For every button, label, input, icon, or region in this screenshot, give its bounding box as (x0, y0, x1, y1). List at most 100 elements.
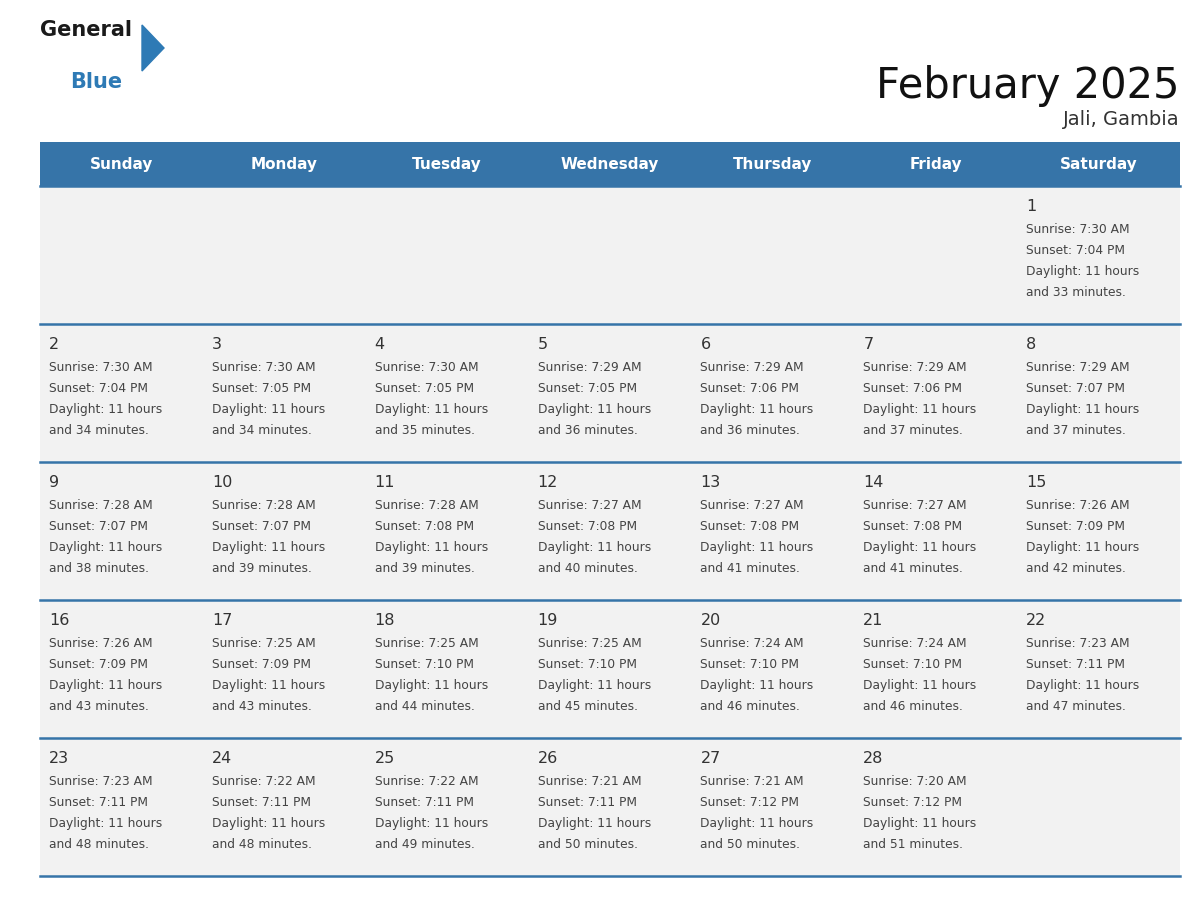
Text: and 41 minutes.: and 41 minutes. (864, 562, 963, 575)
Text: Sunset: 7:08 PM: Sunset: 7:08 PM (538, 520, 637, 533)
Text: 7: 7 (864, 337, 873, 352)
Text: Sunrise: 7:30 AM: Sunrise: 7:30 AM (49, 361, 152, 374)
Text: Sunrise: 7:30 AM: Sunrise: 7:30 AM (374, 361, 479, 374)
Text: Sunrise: 7:27 AM: Sunrise: 7:27 AM (864, 499, 967, 512)
Text: Daylight: 11 hours: Daylight: 11 hours (211, 541, 326, 554)
Text: Daylight: 11 hours: Daylight: 11 hours (211, 403, 326, 416)
Bar (40, 186, 1180, 324)
Text: Thursday: Thursday (733, 156, 813, 172)
Text: Sunrise: 7:22 AM: Sunrise: 7:22 AM (211, 775, 316, 788)
Text: Tuesday: Tuesday (412, 156, 482, 172)
Text: Daylight: 11 hours: Daylight: 11 hours (49, 541, 163, 554)
Text: Daylight: 11 hours: Daylight: 11 hours (1026, 679, 1139, 692)
Text: Sunset: 7:06 PM: Sunset: 7:06 PM (864, 382, 962, 395)
Bar (40, 324, 1180, 462)
Text: Sunset: 7:07 PM: Sunset: 7:07 PM (211, 520, 311, 533)
Text: Sunset: 7:11 PM: Sunset: 7:11 PM (1026, 658, 1125, 671)
Text: 8: 8 (1026, 337, 1036, 352)
Text: 20: 20 (701, 613, 721, 628)
Text: Sunday: Sunday (90, 156, 153, 172)
Text: Sunrise: 7:27 AM: Sunrise: 7:27 AM (538, 499, 642, 512)
Text: Daylight: 11 hours: Daylight: 11 hours (1026, 541, 1139, 554)
Text: 28: 28 (864, 751, 884, 766)
Text: and 45 minutes.: and 45 minutes. (538, 700, 638, 713)
Text: Sunrise: 7:30 AM: Sunrise: 7:30 AM (211, 361, 316, 374)
Text: Sunrise: 7:21 AM: Sunrise: 7:21 AM (701, 775, 804, 788)
Text: Daylight: 11 hours: Daylight: 11 hours (538, 403, 651, 416)
Text: Daylight: 11 hours: Daylight: 11 hours (538, 679, 651, 692)
Text: Sunrise: 7:20 AM: Sunrise: 7:20 AM (864, 775, 967, 788)
Text: and 33 minutes.: and 33 minutes. (1026, 286, 1126, 299)
Text: 21: 21 (864, 613, 884, 628)
Text: Daylight: 11 hours: Daylight: 11 hours (374, 679, 488, 692)
Text: and 46 minutes.: and 46 minutes. (864, 700, 963, 713)
Bar (40, 738, 1180, 876)
Text: Sunrise: 7:29 AM: Sunrise: 7:29 AM (701, 361, 804, 374)
Text: and 48 minutes.: and 48 minutes. (49, 838, 148, 851)
Text: Daylight: 11 hours: Daylight: 11 hours (374, 403, 488, 416)
Text: 5: 5 (538, 337, 548, 352)
Text: Sunrise: 7:24 AM: Sunrise: 7:24 AM (701, 637, 804, 650)
Text: 23: 23 (49, 751, 69, 766)
Text: Daylight: 11 hours: Daylight: 11 hours (374, 541, 488, 554)
Text: 13: 13 (701, 475, 721, 490)
Text: Sunset: 7:10 PM: Sunset: 7:10 PM (538, 658, 637, 671)
Text: Sunset: 7:11 PM: Sunset: 7:11 PM (538, 796, 637, 809)
Text: Sunset: 7:05 PM: Sunset: 7:05 PM (211, 382, 311, 395)
Text: Sunrise: 7:28 AM: Sunrise: 7:28 AM (374, 499, 479, 512)
Text: 15: 15 (1026, 475, 1047, 490)
Text: and 37 minutes.: and 37 minutes. (864, 424, 963, 437)
Text: Sunrise: 7:24 AM: Sunrise: 7:24 AM (864, 637, 967, 650)
Text: Sunrise: 7:22 AM: Sunrise: 7:22 AM (374, 775, 479, 788)
Text: Sunset: 7:10 PM: Sunset: 7:10 PM (374, 658, 474, 671)
Text: Sunrise: 7:26 AM: Sunrise: 7:26 AM (49, 637, 152, 650)
Text: Sunset: 7:08 PM: Sunset: 7:08 PM (701, 520, 800, 533)
Text: and 39 minutes.: and 39 minutes. (374, 562, 474, 575)
Text: Jali, Gambia: Jali, Gambia (1063, 110, 1180, 129)
Text: Sunrise: 7:30 AM: Sunrise: 7:30 AM (1026, 223, 1130, 236)
Text: Sunset: 7:08 PM: Sunset: 7:08 PM (374, 520, 474, 533)
Text: Daylight: 11 hours: Daylight: 11 hours (1026, 265, 1139, 278)
Text: and 49 minutes.: and 49 minutes. (374, 838, 474, 851)
Text: February 2025: February 2025 (877, 65, 1180, 107)
Text: Daylight: 11 hours: Daylight: 11 hours (701, 403, 814, 416)
Text: Saturday: Saturday (1060, 156, 1137, 172)
Text: Daylight: 11 hours: Daylight: 11 hours (538, 817, 651, 830)
Text: and 41 minutes.: and 41 minutes. (701, 562, 801, 575)
Text: and 36 minutes.: and 36 minutes. (701, 424, 801, 437)
Text: and 35 minutes.: and 35 minutes. (374, 424, 475, 437)
Text: Sunrise: 7:29 AM: Sunrise: 7:29 AM (538, 361, 642, 374)
Text: and 43 minutes.: and 43 minutes. (211, 700, 311, 713)
Text: Sunrise: 7:23 AM: Sunrise: 7:23 AM (49, 775, 152, 788)
Bar (40, 600, 1180, 738)
Text: Sunrise: 7:25 AM: Sunrise: 7:25 AM (374, 637, 479, 650)
Text: Daylight: 11 hours: Daylight: 11 hours (864, 541, 977, 554)
Text: 9: 9 (49, 475, 59, 490)
Text: Sunset: 7:08 PM: Sunset: 7:08 PM (864, 520, 962, 533)
Text: 1: 1 (1026, 199, 1036, 214)
Text: 27: 27 (701, 751, 721, 766)
Text: and 51 minutes.: and 51 minutes. (864, 838, 963, 851)
Text: Sunset: 7:09 PM: Sunset: 7:09 PM (49, 658, 148, 671)
Text: Daylight: 11 hours: Daylight: 11 hours (49, 679, 163, 692)
Text: Sunset: 7:05 PM: Sunset: 7:05 PM (374, 382, 474, 395)
Text: 25: 25 (374, 751, 394, 766)
Text: Daylight: 11 hours: Daylight: 11 hours (701, 679, 814, 692)
Bar (40, 142, 1180, 186)
Text: Sunset: 7:04 PM: Sunset: 7:04 PM (49, 382, 148, 395)
Text: Sunset: 7:05 PM: Sunset: 7:05 PM (538, 382, 637, 395)
Text: and 46 minutes.: and 46 minutes. (701, 700, 801, 713)
Text: 18: 18 (374, 613, 396, 628)
Text: 12: 12 (538, 475, 558, 490)
Text: and 50 minutes.: and 50 minutes. (538, 838, 638, 851)
Text: Friday: Friday (909, 156, 962, 172)
Text: Sunset: 7:12 PM: Sunset: 7:12 PM (864, 796, 962, 809)
Text: Sunset: 7:09 PM: Sunset: 7:09 PM (211, 658, 311, 671)
Text: Sunset: 7:07 PM: Sunset: 7:07 PM (1026, 382, 1125, 395)
Text: Daylight: 11 hours: Daylight: 11 hours (701, 817, 814, 830)
Text: Daylight: 11 hours: Daylight: 11 hours (1026, 403, 1139, 416)
Text: Sunset: 7:12 PM: Sunset: 7:12 PM (701, 796, 800, 809)
Text: 24: 24 (211, 751, 232, 766)
Text: and 43 minutes.: and 43 minutes. (49, 700, 148, 713)
Text: 11: 11 (374, 475, 396, 490)
